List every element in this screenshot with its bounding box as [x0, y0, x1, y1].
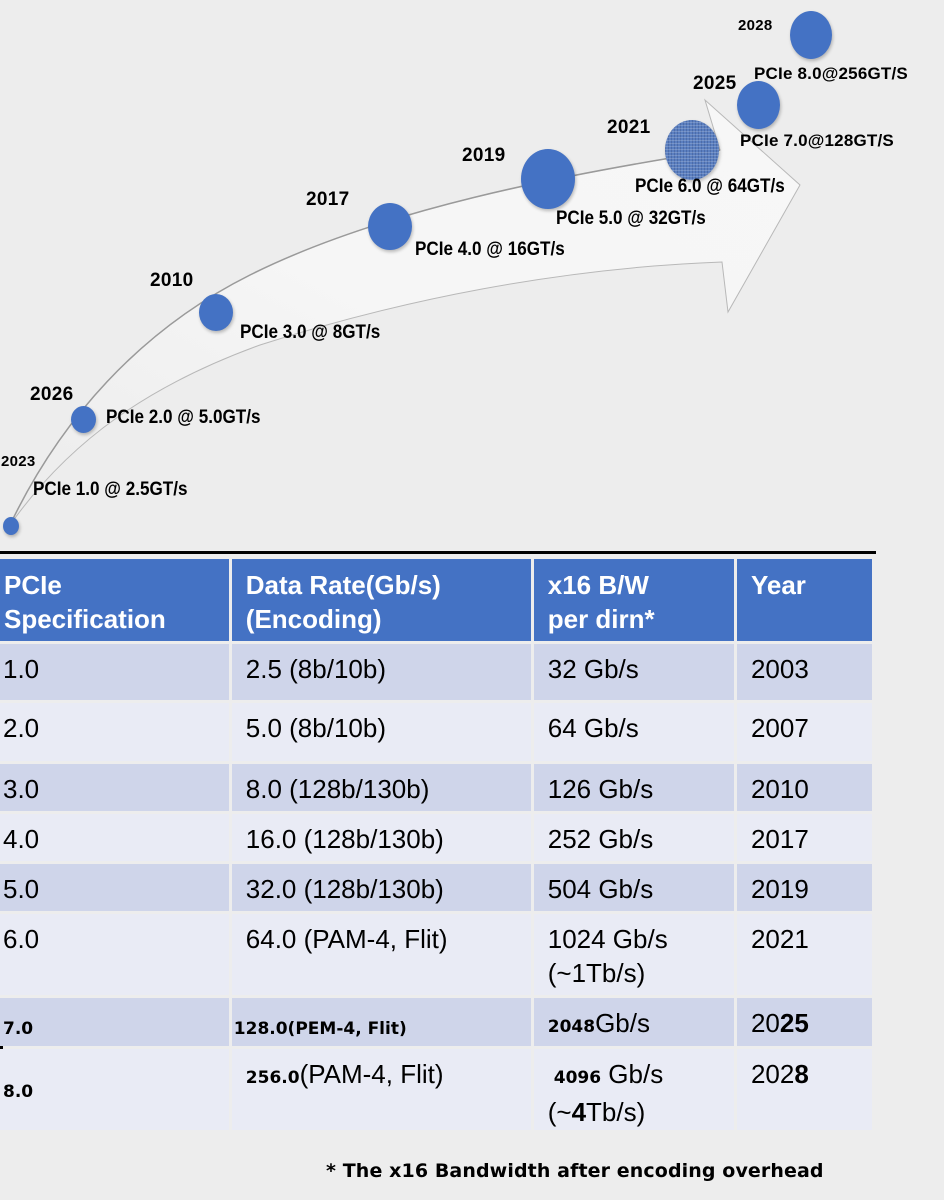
cell-year: 2017 — [736, 814, 872, 861]
header-year: Year — [736, 559, 872, 641]
milestone-label: PCIe 4.0 @ 16GT/s — [415, 239, 565, 260]
milestone-label: PCIe 6.0 @ 64GT/s — [635, 176, 785, 197]
cell-rate: 8.0 (128b/130b) — [231, 764, 531, 811]
table-row: 1.0 2.5 (8b/10b) 32 Gb/s 2003 — [0, 644, 872, 700]
cell-bw: 4096 Gb/s (~4Tb/s) — [533, 1049, 734, 1130]
milestone-label: PCIe 5.0 @ 32GT/s — [556, 208, 706, 229]
table-row: 7.0 128.0(PEM-4, Flit) 2048Gb/s 2025 — [0, 998, 872, 1046]
header-pcie-specification: PCIe Specification — [0, 559, 229, 641]
table-row: 5.0 32.0 (128b/130b) 504 Gb/s 2019 — [0, 864, 872, 911]
milestone-year: 2026 — [30, 384, 74, 405]
milestone-year: 2025 — [693, 73, 737, 94]
milestone-year: 2021 — [607, 117, 651, 138]
milestone-dot-pcie6 — [665, 120, 719, 180]
cell-year: 2021 — [736, 914, 872, 995]
milestone-label: PCIe 8.0@256GT/S — [754, 64, 908, 83]
milestone-year: 2010 — [150, 270, 194, 291]
milestone-dot-pcie4 — [368, 203, 412, 250]
cell-bw: 32 Gb/s — [533, 644, 734, 700]
table-row: 6.0 64.0 (PAM-4, Flit) 1024 Gb/s (~1Tb/s)… — [0, 914, 872, 995]
cell-year: 2028 — [736, 1049, 872, 1130]
cell-spec: 2.0 — [0, 703, 229, 761]
cell-bw: 2048Gb/s — [533, 998, 734, 1046]
cell-year: 2025 — [736, 998, 872, 1046]
cell-spec: 7.0 — [0, 998, 229, 1046]
cell-rate: 5.0 (8b/10b) — [231, 703, 531, 761]
cell-spec: 6.0 — [0, 914, 229, 995]
table-row: 4.0 16.0 (128b/130b) 252 Gb/s 2017 — [0, 814, 872, 861]
table-row: 8.0 256.0(PAM-4, Flit) 4096 Gb/s (~4Tb/s)… — [0, 1049, 872, 1130]
cell-bw: 252 Gb/s — [533, 814, 734, 861]
cell-rate: 128.0(PEM-4, Flit) — [231, 998, 531, 1046]
cell-spec: 5.0 — [0, 864, 229, 911]
cell-rate: 256.0(PAM-4, Flit) — [231, 1049, 531, 1130]
milestone-label: PCIe 7.0@128GT/S — [740, 131, 894, 150]
milestone-year: 2028 — [738, 17, 773, 34]
cell-spec: 1.0 — [0, 644, 229, 700]
footnote: * The x16 Bandwidth after encoding overh… — [326, 1160, 824, 1182]
cell-bw: 504 Gb/s — [533, 864, 734, 911]
pcie-spec-table: PCIe Specification Data Rate(Gb/s) (Encodi… — [0, 556, 875, 1133]
cell-rate: 32.0 (128b/130b) — [231, 864, 531, 911]
milestone-label: PCIe 1.0 @ 2.5GT/s — [33, 479, 188, 500]
milestone-dot-pcie3 — [199, 294, 233, 331]
table-top-rule — [0, 551, 876, 554]
header-x16-bandwidth: x16 B/W per dirn* — [533, 559, 734, 641]
cell-bw: 126 Gb/s — [533, 764, 734, 811]
cell-spec: 3.0 — [0, 764, 229, 811]
table-row: 3.0 8.0 (128b/130b) 126 Gb/s 2010 — [0, 764, 872, 811]
cell-year: 2003 — [736, 644, 872, 700]
cell-year: 2019 — [736, 864, 872, 911]
milestone-dot-pcie2 — [71, 406, 96, 433]
milestone-label: PCIe 2.0 @ 5.0GT/s — [106, 407, 261, 428]
milestone-label: PCIe 3.0 @ 8GT/s — [240, 322, 381, 343]
header-data-rate: Data Rate(Gb/s) (Encoding) — [231, 559, 531, 641]
milestone-dot-pcie8 — [790, 11, 832, 59]
table-header-row: PCIe Specification Data Rate(Gb/s) (Encodi… — [0, 559, 872, 641]
cell-rate: 64.0 (PAM-4, Flit) — [231, 914, 531, 995]
milestone-year: 2023 — [1, 453, 36, 470]
milestone-dot-pcie5 — [521, 149, 575, 209]
cell-year: 2007 — [736, 703, 872, 761]
cell-year: 2010 — [736, 764, 872, 811]
cell-spec: 4.0 — [0, 814, 229, 861]
cell-rate: 16.0 (128b/130b) — [231, 814, 531, 861]
cell-spec: 8.0 — [0, 1049, 229, 1130]
cell-rate: 2.5 (8b/10b) — [231, 644, 531, 700]
milestone-dot-pcie7 — [737, 81, 780, 129]
cell-bw: 64 Gb/s — [533, 703, 734, 761]
milestone-year: 2017 — [306, 189, 350, 210]
table-row: 2.0 5.0 (8b/10b) 64 Gb/s 2007 — [0, 703, 872, 761]
cell-bw: 1024 Gb/s (~1Tb/s) — [533, 914, 734, 995]
milestone-dot-pcie1 — [3, 517, 19, 535]
pcie-roadmap-diagram: 2023 PCIe 1.0 @ 2.5GT/s 2026 PCIe 2.0 @ … — [0, 0, 944, 545]
milestone-year: 2019 — [462, 145, 506, 166]
